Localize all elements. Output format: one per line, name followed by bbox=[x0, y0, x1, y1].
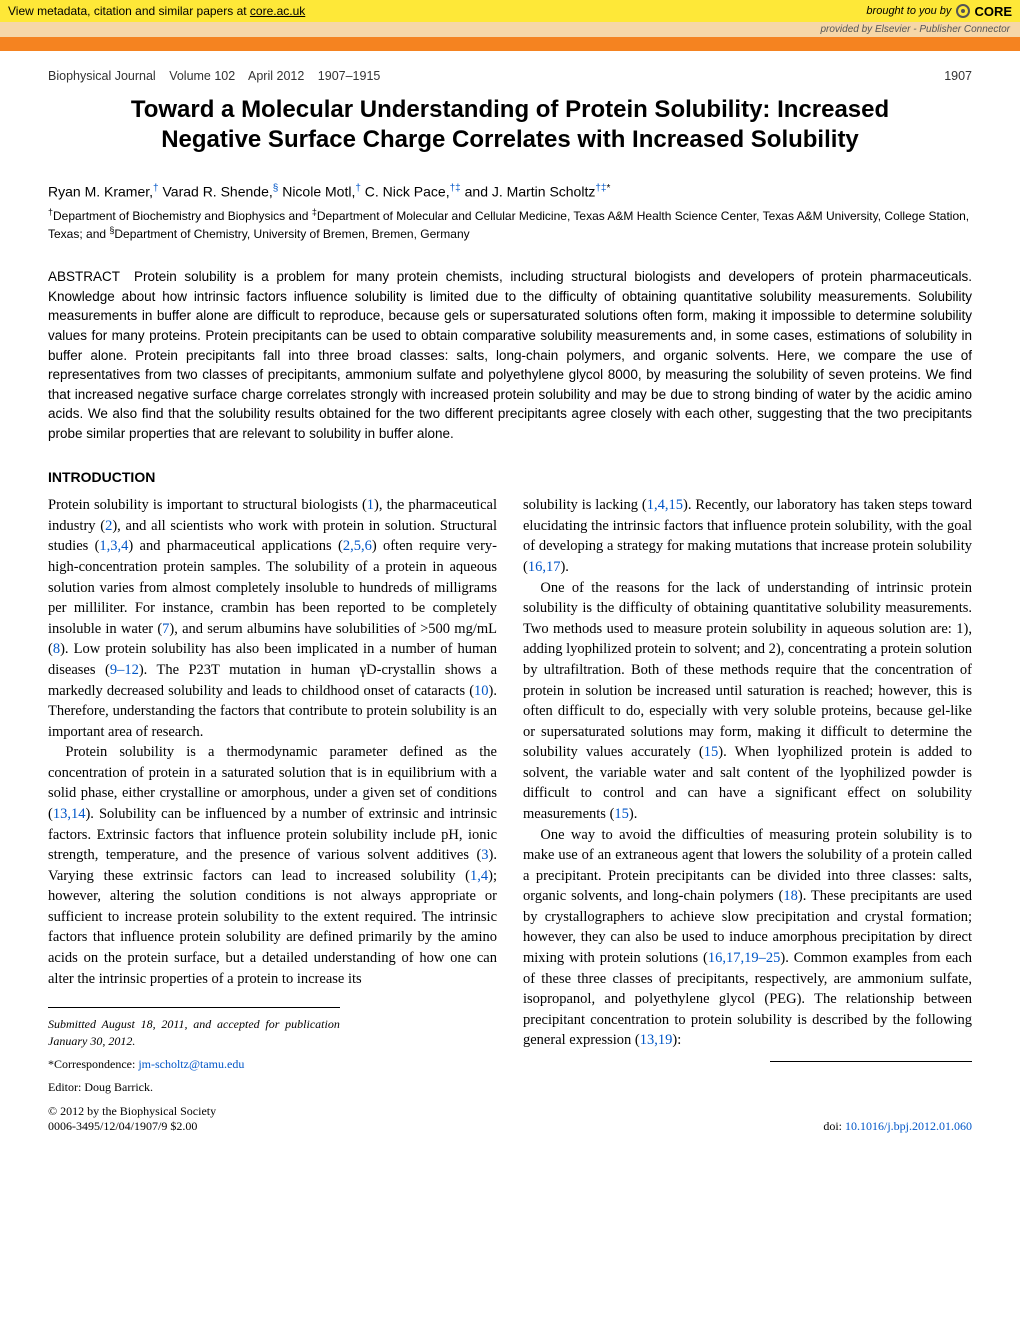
body-p5: One way to avoid the difficulties of mea… bbox=[523, 825, 972, 1051]
corr-email[interactable]: jm-scholtz@tamu.edu bbox=[138, 1057, 244, 1071]
column-rule bbox=[770, 1061, 972, 1062]
core-banner: View metadata, citation and similar pape… bbox=[0, 0, 1020, 22]
journal-name: Biophysical Journal bbox=[48, 69, 156, 83]
journal-header: Biophysical Journal Volume 102 April 201… bbox=[48, 69, 972, 83]
journal-date: April 2012 bbox=[248, 69, 304, 83]
issn-line: 0006-3495/12/04/1907/9 $2.00 bbox=[48, 1119, 216, 1134]
correspondence-line: *Correspondence: jm-scholtz@tamu.edu bbox=[48, 1056, 340, 1073]
page-number: 1907 bbox=[944, 69, 972, 83]
footer-left: © 2012 by the Biophysical Society 0006-3… bbox=[48, 1104, 216, 1134]
core-badge[interactable]: CORE bbox=[955, 3, 1012, 19]
core-link[interactable]: core.ac.uk bbox=[250, 4, 305, 18]
doi-label: doi: bbox=[823, 1119, 845, 1133]
body-p4: One of the reasons for the lack of under… bbox=[523, 578, 972, 825]
footnotes-block: Submitted August 18, 2011, and accepted … bbox=[48, 1007, 340, 1096]
journal-pages: 1907–1915 bbox=[318, 69, 381, 83]
brought-by-label: brought to you by bbox=[866, 5, 951, 17]
body-columns: Protein solubility is important to struc… bbox=[48, 495, 972, 1096]
abstract-block: ABSTRACTProtein solubility is a problem … bbox=[48, 267, 972, 443]
body-p1: Protein solubility is important to struc… bbox=[48, 495, 497, 742]
doi-line: doi: 10.1016/j.bpj.2012.01.060 bbox=[823, 1119, 972, 1134]
orange-divider bbox=[0, 37, 1020, 51]
metadata-link-wrap: View metadata, citation and similar pape… bbox=[8, 4, 305, 18]
abstract-text: Protein solubility is a problem for many… bbox=[48, 269, 972, 441]
journal-volume: Volume 102 bbox=[169, 69, 235, 83]
body-p3: solubility is lacking (1,4,15). Recently… bbox=[523, 495, 972, 577]
core-text: CORE bbox=[974, 4, 1012, 19]
page-content: Biophysical Journal Volume 102 April 201… bbox=[0, 51, 1020, 1164]
provider-name: Elsevier - Publisher Connector bbox=[875, 24, 1010, 35]
submitted-line: Submitted August 18, 2011, and accepted … bbox=[48, 1016, 340, 1050]
authors-line: Ryan M. Kramer,† Varad R. Shende,§ Nicol… bbox=[48, 183, 972, 200]
core-attribution: brought to you by CORE bbox=[866, 3, 1012, 19]
editor-line: Editor: Doug Barrick. bbox=[48, 1079, 340, 1096]
core-icon bbox=[955, 3, 971, 19]
metadata-prefix: View metadata, citation and similar pape… bbox=[8, 4, 250, 18]
provider-banner: provided by Elsevier - Publisher Connect… bbox=[0, 22, 1020, 37]
affiliations: †Department of Biochemistry and Biophysi… bbox=[48, 206, 972, 244]
intro-heading: INTRODUCTION bbox=[48, 469, 972, 485]
journal-meta: Biophysical Journal Volume 102 April 201… bbox=[48, 69, 390, 83]
article-title: Toward a Molecular Understanding of Prot… bbox=[108, 95, 912, 155]
abstract-label: ABSTRACT bbox=[48, 269, 120, 284]
copyright-line: © 2012 by the Biophysical Society bbox=[48, 1104, 216, 1119]
doi-value[interactable]: 10.1016/j.bpj.2012.01.060 bbox=[845, 1119, 972, 1133]
provided-label: provided by bbox=[820, 24, 874, 35]
corr-label: *Correspondence: bbox=[48, 1057, 138, 1071]
body-p2: Protein solubility is a thermodynamic pa… bbox=[48, 742, 497, 989]
page-footer: © 2012 by the Biophysical Society 0006-3… bbox=[48, 1104, 972, 1134]
